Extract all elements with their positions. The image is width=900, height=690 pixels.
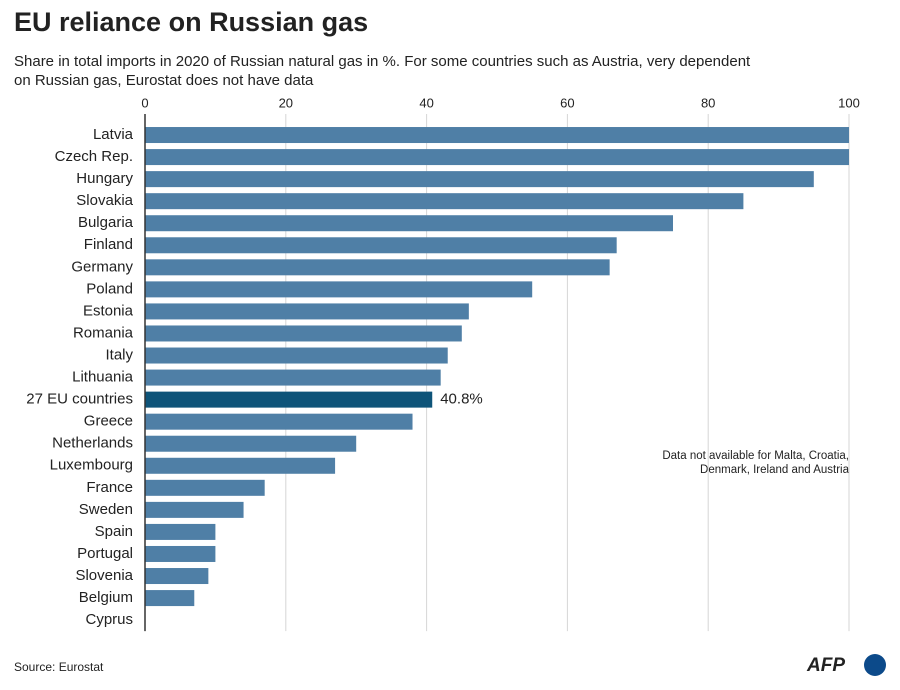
y-tick-label: Belgium [79,589,133,606]
bar [145,457,336,474]
bar [145,303,469,320]
bar [145,590,195,607]
y-tick-label: Slovakia [76,192,133,209]
x-tick-label: 40 [419,95,433,110]
y-tick-label: Sweden [79,501,133,518]
bar [145,545,216,562]
y-tick-label: 27 EU countries [26,391,133,408]
y-tick-label: Poland [86,280,133,297]
bar [145,479,265,496]
y-tick-label: Bulgaria [78,214,134,231]
y-tick-label: Greece [84,413,133,430]
bar [145,193,744,210]
bar [145,413,413,430]
y-tick-label: Estonia [83,302,134,319]
y-tick-label: Latvia [93,126,134,143]
y-tick-label: Spain [95,523,133,540]
y-tick-label: Hungary [76,170,133,187]
y-tick-label: Lithuania [72,369,134,386]
bar [145,501,244,518]
bar [145,568,209,585]
y-tick-label: Italy [105,346,133,363]
y-tick-label: Germany [71,258,133,275]
y-tick-label: Portugal [77,545,133,562]
y-tick-label: Cyprus [85,611,133,628]
chart-subtitle: Share in total imports in 2020 of Russia… [14,53,751,70]
bar [145,171,814,188]
bar [145,281,533,298]
y-tick-label: Slovenia [75,567,133,584]
logo: AFP [806,655,845,676]
bar [145,347,448,364]
y-tick-label: Czech Rep. [55,148,133,165]
y-tick-label: Finland [84,236,133,253]
bar [145,435,357,452]
value-label: 40.8% [440,391,483,408]
bar [145,215,673,232]
bar [145,391,433,408]
y-tick-label: Romania [73,324,134,341]
y-tick-label: Netherlands [52,435,133,452]
x-tick-label: 0 [141,95,148,110]
bar [145,523,216,540]
source: Source: Eurostat [14,660,104,674]
bar [145,369,441,386]
x-tick-label: 20 [279,95,293,110]
note: Data not available for Malta, Croatia, [662,450,849,462]
logo-dot [864,654,886,676]
bar [145,127,849,144]
bar [145,149,849,166]
bar [145,237,617,254]
x-tick-label: 100 [838,95,860,110]
note: Denmark, Ireland and Austria [700,464,850,476]
x-tick-label: 60 [560,95,574,110]
y-tick-label: France [86,479,133,496]
bar [145,325,462,342]
chart-subtitle: on Russian gas, Eurostat does not have d… [14,72,314,89]
bar [145,259,610,276]
chart-title: EU reliance on Russian gas [14,7,368,37]
x-tick-label: 80 [701,95,715,110]
y-tick-label: Luxembourg [50,457,133,474]
